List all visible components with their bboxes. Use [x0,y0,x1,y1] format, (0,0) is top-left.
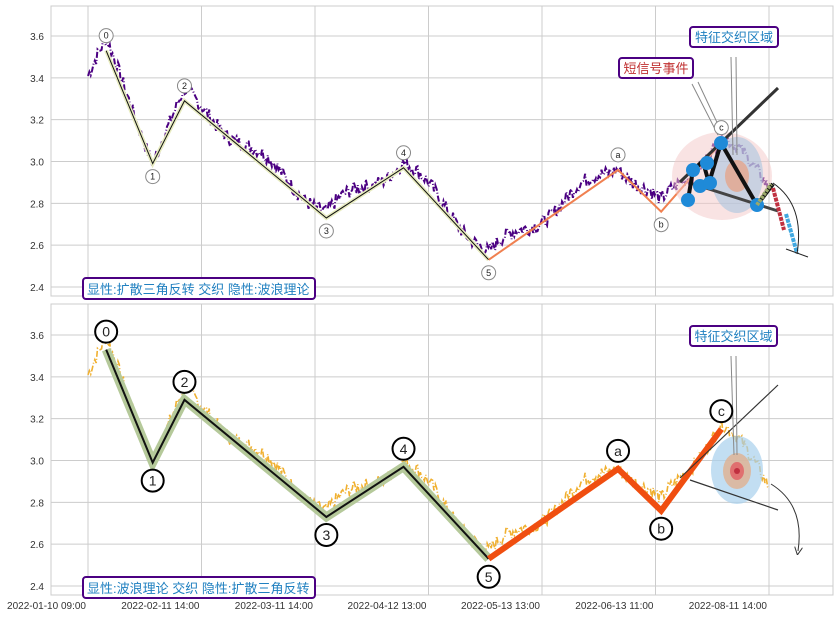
annotation-box [689,26,779,48]
pivot-dot [681,193,695,207]
wave-label-1: 1 [150,172,155,182]
annotation-box [618,57,694,79]
lower-trendline [689,479,779,511]
wave-label-4: 4 [400,441,408,457]
wave-label-2: 2 [182,81,187,91]
wave-label-circle [318,223,334,239]
signal-zone-center [734,468,740,474]
pivot-dot [686,163,700,177]
arrow-zone-icon [730,56,738,156]
pattern-legend-text: 显性:波浪理论 交织 隐性:扩散三角反转 [87,581,309,596]
wave-label-3: 3 [322,527,330,543]
wave-label-a: a [614,443,622,459]
wave-label-circle [396,145,412,161]
x-tick-label: 2022-05-13 13:00 [461,601,540,612]
y-tick-label: 2.8 [30,199,44,210]
wave-label-a: a [616,150,621,160]
pivot-dot [703,176,717,190]
y-tick-label: 3.0 [30,457,44,468]
wave-label-circle [649,516,674,541]
target-bracket [785,248,809,258]
projection-arc [770,483,799,551]
wave-label-circle [606,438,631,463]
x-tick-label: 2022-01-10 09:00 [7,601,86,612]
wave-label-circle [653,217,669,233]
x-tick-label: 2022-02-11 14:00 [121,601,200,612]
y-tick-label: 3.2 [30,116,44,127]
annotation-feature-zone: 特征交织区域 [695,30,773,45]
wave-label-circle [145,169,161,185]
upper-trendline [679,384,779,479]
impulse-wave-line [105,349,490,560]
wave-label-circle [314,522,339,547]
wave-label-5: 5 [485,569,493,585]
correction-wave-line [486,427,724,562]
y-tick-label: 2.4 [30,582,44,593]
projection-target [784,213,799,254]
projection-down [771,187,786,231]
y-tick-label: 2.6 [30,540,44,551]
panel-top: 2.4 2.6 2.8 3.0 3.2 3.4 3.6 0 1 2 3 4 5 a b c 显性:扩散三角反转 … [30,5,834,300]
pattern-legend-text: 显性:扩散三角反转 交织 隐性:波浪理论 [87,282,309,297]
y-tick-label: 3.2 [30,415,44,426]
wave-label-circle [713,120,729,136]
wave-label-circle [610,147,626,163]
y-tick-label: 3.6 [30,32,44,43]
x-tick-label: 2022-06-13 11:00 [575,601,654,612]
wave-label-circle [709,399,734,424]
wave-label-1: 1 [149,473,157,489]
plot-area [50,303,834,596]
pattern-legend-box [82,277,316,300]
y-tick-label: 3.4 [30,74,44,85]
x-tick-label: 2022-08-11 14:00 [689,601,768,612]
x-tick-label: 2022-04-12 13:00 [348,601,427,612]
y-tick-label: 2.6 [30,241,44,252]
y-tick-label: 3.4 [30,373,44,384]
wave-label-circle [98,28,114,44]
wave-label-circle [476,564,501,589]
projection-up [755,182,773,207]
wave-label-2: 2 [181,374,189,390]
wave-label-5: 5 [486,268,491,278]
y-tick-label: 3.6 [30,331,44,342]
wave-label-circle [176,78,192,94]
wave-label-c: c [719,123,724,133]
pattern-legend-box [82,576,316,599]
wave-label-c: c [718,403,725,419]
arrow-zone-icon [730,355,738,456]
annotation-box [689,325,778,347]
wave-label-b: b [659,220,664,230]
y-tick-label: 3.0 [30,158,44,169]
pivot-dot [700,156,714,170]
projection-arc [772,182,800,255]
x-tick-label: 2022-03-11 14:00 [235,601,314,612]
impulse-wave-line [105,50,490,261]
wave-label-circle [391,436,416,461]
wave-label-circle [481,265,497,281]
wave-label-circle [172,369,197,394]
wave-label-circle [140,468,165,493]
pivot-dot [714,136,728,150]
annotation-feature-zone: 特征交织区域 [694,329,772,344]
annotation-short-signal: 短信号事件 [623,61,688,76]
y-tick-label: 2.8 [30,498,44,509]
wave-label-0: 0 [102,324,110,340]
wave-label-b: b [657,521,665,537]
wave-label-4: 4 [401,148,406,158]
y-tick-label: 2.4 [30,283,44,294]
wave-label-3: 3 [324,226,329,236]
wave-label-0: 0 [104,31,109,41]
wave-label-circle [94,319,119,344]
